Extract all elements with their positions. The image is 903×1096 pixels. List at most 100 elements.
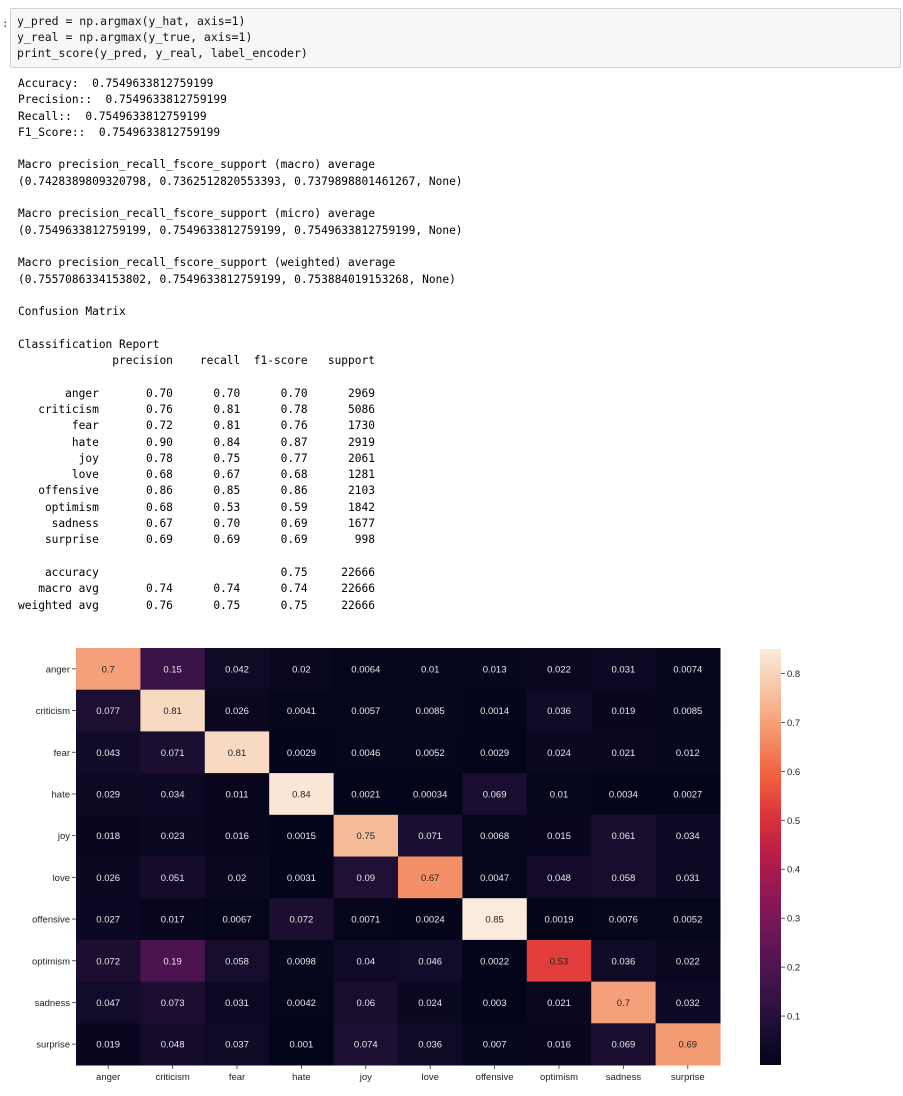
heatmap-cell <box>204 814 270 857</box>
heatmap-cell-label: 0.046 <box>418 956 442 967</box>
heatmap-cell <box>140 648 206 691</box>
heatmap-cell <box>398 981 463 1024</box>
heatmap-cell <box>655 689 721 732</box>
heatmap-cell-label: 0.034 <box>161 789 185 800</box>
heatmap-cell-label: 0.015 <box>547 831 571 842</box>
output-line: precision recall f1-score support <box>18 354 375 368</box>
x-tick-label: offensive <box>476 1072 514 1083</box>
heatmap-cell-label: 0.0068 <box>480 831 509 842</box>
heatmap-cell <box>76 731 141 774</box>
code-line[interactable]: y_real = np.argmax(y_true, axis=1) <box>17 30 253 44</box>
heatmap-cell <box>591 939 657 983</box>
output-line: Recall:: 0.7549633812759199 <box>18 109 207 123</box>
output-line: sadness 0.67 0.70 0.69 1677 <box>18 517 375 531</box>
heatmap-cell <box>333 773 399 816</box>
heatmap-cell <box>591 856 657 899</box>
heatmap-cell <box>655 856 721 899</box>
y-tick-label: anger <box>46 664 70 675</box>
heatmap-cell-label: 0.072 <box>290 915 314 926</box>
code-cell[interactable]: y_pred = np.argmax(y_hat, axis=1) y_real… <box>10 8 901 68</box>
heatmap-cell <box>526 814 592 857</box>
x-tick-label: criticism <box>155 1072 189 1083</box>
heatmap-cell-label: 0.021 <box>547 998 571 1009</box>
heatmap-cell-label: 0.072 <box>96 956 120 967</box>
heatmap-cell <box>76 981 141 1024</box>
heatmap-cell-label: 0.058 <box>225 956 249 967</box>
heatmap-cell <box>398 814 463 857</box>
y-tick-label: optimism <box>32 956 70 967</box>
heatmap-cell <box>269 856 335 899</box>
heatmap-cell-label: 0.15 <box>163 664 182 675</box>
output-line: joy 0.78 0.75 0.77 2061 <box>18 451 375 465</box>
heatmap-cell <box>333 1023 399 1066</box>
heatmap-cell <box>591 814 657 857</box>
heatmap-cell <box>462 648 528 691</box>
heatmap-cell-label: 0.021 <box>612 748 636 759</box>
output-line <box>18 239 463 255</box>
heatmap-cell <box>655 773 721 816</box>
heatmap-cell <box>269 648 335 691</box>
heatmap-cell <box>655 648 721 691</box>
heatmap-cell <box>204 856 270 899</box>
heatmap-cell <box>398 939 463 983</box>
output-line: (0.7557086334153802, 0.7549633812759199,… <box>18 272 456 286</box>
heatmap-cell <box>462 773 528 816</box>
x-tick-label: surprise <box>671 1072 705 1083</box>
heatmap-cell <box>462 981 528 1024</box>
heatmap-cell-label: 0.0029 <box>287 748 316 759</box>
heatmap-cell-label: 0.031 <box>676 873 700 884</box>
x-tick-label: hate <box>292 1072 311 1083</box>
colorbar-tick-label: 0.6 <box>787 767 800 778</box>
heatmap-cell-label: 0.077 <box>96 706 120 717</box>
code-line[interactable]: y_pred = np.argmax(y_hat, axis=1) <box>17 14 246 28</box>
heatmap-cell-label: 0.0041 <box>287 706 316 717</box>
heatmap-cell <box>269 939 335 983</box>
output-line: offensive 0.86 0.85 0.86 2103 <box>18 484 375 498</box>
heatmap-cell-label: 0.02 <box>292 664 311 675</box>
heatmap-cell <box>140 856 206 899</box>
heatmap-cell-label: 0.75 <box>357 831 376 842</box>
y-tick-label: surprise <box>36 1040 70 1051</box>
heatmap-cell-label: 0.001 <box>290 1040 314 1051</box>
heatmap-cell <box>526 773 592 816</box>
heatmap-cell <box>333 814 399 857</box>
heatmap-cell <box>526 1023 592 1066</box>
heatmap-cell-label: 0.0019 <box>544 915 573 926</box>
heatmap-cell-label: 0.018 <box>96 831 120 842</box>
heatmap-cell-label: 0.85 <box>485 915 504 926</box>
heatmap-cell <box>655 981 721 1024</box>
code-line[interactable]: print_score(y_pred, y_real, label_encode… <box>17 46 308 60</box>
heatmap-cell-label: 0.0076 <box>609 915 638 926</box>
heatmap-cell <box>398 689 463 732</box>
heatmap-cell <box>655 814 721 857</box>
heatmap-cell-label: 0.06 <box>357 998 376 1009</box>
heatmap-cell-label: 0.003 <box>483 998 507 1009</box>
y-tick-label: criticism <box>36 706 70 717</box>
heatmap-cell <box>462 1023 528 1066</box>
heatmap-cell-label: 0.016 <box>225 831 249 842</box>
heatmap-cell-label: 0.81 <box>228 748 247 759</box>
output-line: Macro precision_recall_fscore_support (m… <box>18 207 375 221</box>
heatmap-cell-label: 0.042 <box>225 664 249 675</box>
heatmap-cell <box>462 689 528 732</box>
heatmap-cell-label: 0.036 <box>612 956 636 967</box>
heatmap-cell <box>655 939 721 983</box>
heatmap-cell <box>76 898 141 941</box>
heatmap-cell <box>526 731 592 774</box>
heatmap-cell-label: 0.0057 <box>351 706 380 717</box>
y-tick-label: offensive <box>32 915 70 926</box>
heatmap-cell <box>269 898 335 941</box>
heatmap-cell <box>333 648 399 691</box>
heatmap-cell-label: 0.073 <box>161 998 185 1009</box>
heatmap-cell <box>526 689 592 732</box>
output-line: surprise 0.69 0.69 0.69 998 <box>18 533 375 547</box>
heatmap-cell <box>526 939 592 983</box>
x-tick-label: sadness <box>606 1072 642 1083</box>
output-line: Macro precision_recall_fscore_support (w… <box>18 256 396 270</box>
heatmap-cell-label: 0.031 <box>612 664 636 675</box>
heatmap-cell-label: 0.043 <box>96 748 120 759</box>
heatmap-cell <box>140 939 206 983</box>
heatmap-cell-label: 0.09 <box>357 873 376 884</box>
x-tick-label: love <box>421 1072 438 1083</box>
heatmap-cell-label: 0.023 <box>161 831 185 842</box>
